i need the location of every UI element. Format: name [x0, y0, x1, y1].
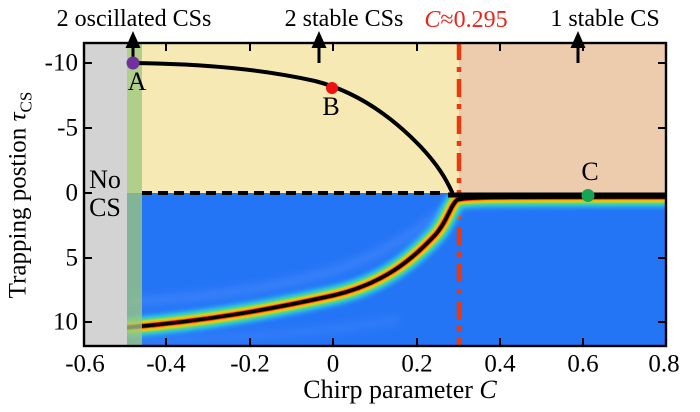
heatmap-echo-1 [127, 204, 449, 306]
upper-branch-curve [131, 61, 454, 194]
x-tick-neg06: -0.6 [65, 350, 105, 378]
y-axis-label-subscript: CS [16, 91, 36, 113]
heatmap-echo-3 [127, 315, 401, 346]
annotation-arrows [125, 31, 586, 63]
y-tick-10: 10 [53, 308, 78, 336]
point-a-marker [126, 56, 140, 70]
critical-c-variable: C [424, 7, 441, 33]
y-axis-label-tau: τ [4, 112, 32, 122]
plot-border [82, 41, 668, 348]
point-b-label: B [322, 92, 340, 121]
y-tick-0: 0 [65, 179, 79, 207]
annotation-critical-c: C≈0.295 [424, 8, 507, 32]
y-tick-neg5: -5 [57, 114, 78, 142]
critical-c-value: ≈0.295 [440, 7, 508, 33]
no-cs-label-line2: CS [89, 193, 121, 222]
y-axis-label: Trapping postion τCS [4, 91, 36, 299]
x-axis-label-text: Chirp parameter [303, 375, 480, 404]
point-c-marker [581, 189, 595, 202]
x-axis-label-c: C [479, 375, 497, 404]
region-no-cs [83, 42, 127, 347]
arrow-one-stable [570, 31, 586, 63]
x-axis-label: Chirp parameter C [303, 377, 497, 403]
region-two-stable-cs [127, 42, 459, 193]
x-tick-02: 0.2 [401, 350, 433, 378]
point-c-label: C [581, 157, 599, 186]
x-tick-neg04: -0.4 [146, 350, 186, 378]
no-cs-label-line1: No [89, 165, 121, 194]
y-axis-label-text: Trapping postion [4, 121, 32, 299]
region-oscillated-strip [127, 42, 142, 347]
y-tick-5: 5 [65, 244, 79, 272]
annotation-one-stable-cs: 1 stable CS [550, 6, 660, 32]
annotation-oscillated-css: 2 oscillated CSs [56, 6, 212, 32]
annotation-two-stable-css: 2 stable CSs [284, 6, 404, 32]
x-tick-04: 0.4 [484, 350, 516, 378]
x-tick-neg02: -0.2 [230, 350, 270, 378]
point-a-label: A [127, 67, 147, 96]
x-tick-08: 0.8 [648, 350, 680, 378]
arrow-oscillated [125, 31, 141, 57]
x-tick-06: 0.6 [567, 350, 599, 378]
x-tick-0: 0 [326, 350, 340, 378]
arrow-two-stable [311, 31, 327, 63]
y-tick-neg10: -10 [44, 49, 78, 77]
point-b-marker [326, 82, 338, 94]
region-one-stable-cs [459, 42, 667, 193]
